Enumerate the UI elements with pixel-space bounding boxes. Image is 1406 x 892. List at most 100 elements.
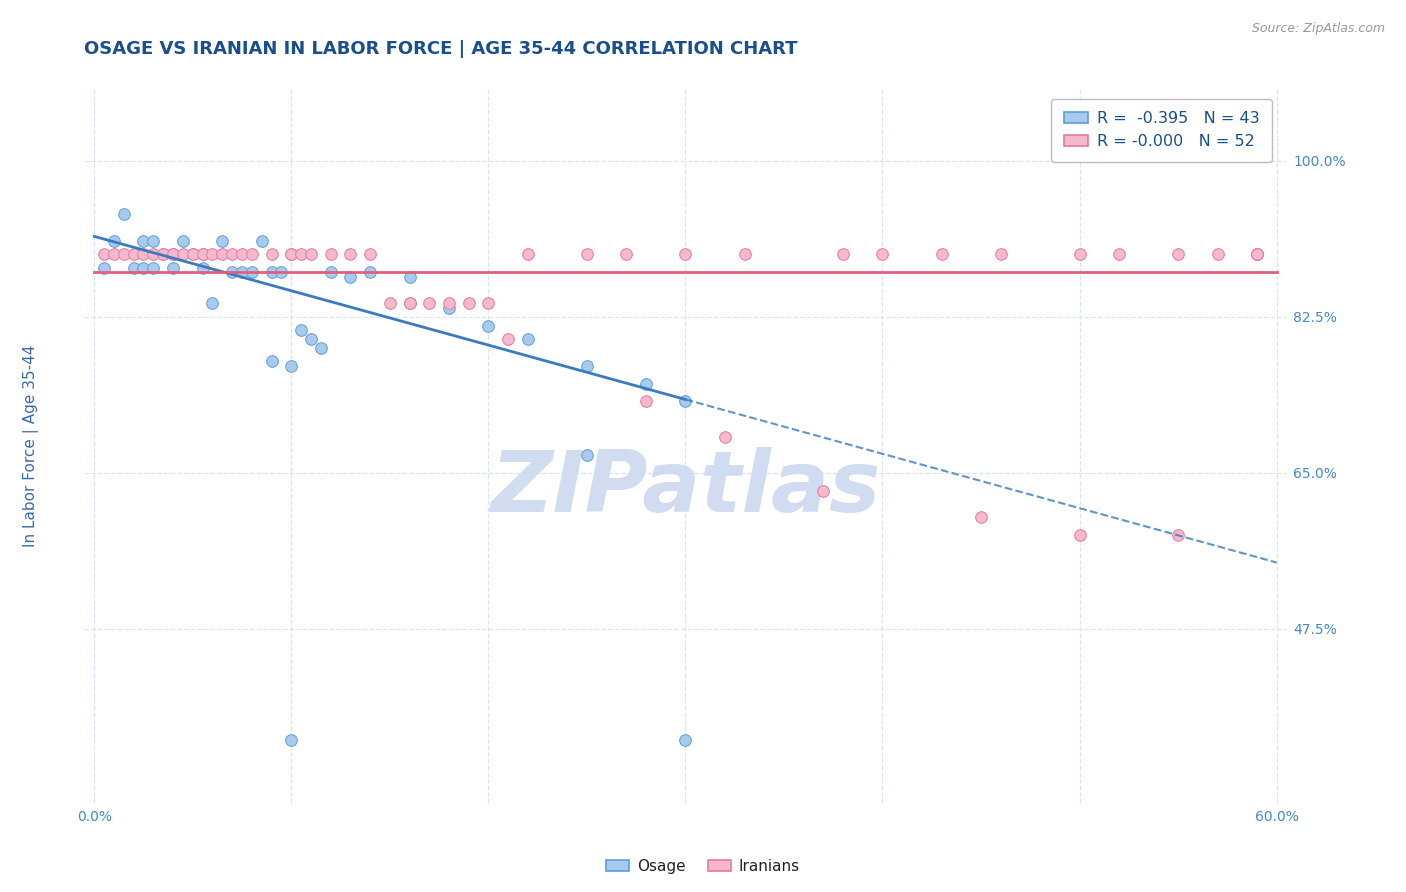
Point (93, 260, 115, 275)
Point (211, 234, 233, 248)
Point (1069, 528, 1091, 542)
Point (152, 247, 174, 261)
Text: Source: ZipAtlas.com: Source: ZipAtlas.com (1251, 22, 1385, 36)
Point (496, 332, 519, 346)
Point (1167, 528, 1189, 542)
Point (201, 247, 224, 261)
Point (634, 376, 657, 391)
Point (319, 265, 342, 279)
Point (290, 323, 312, 337)
Point (398, 269, 420, 284)
Point (359, 265, 381, 279)
Point (191, 247, 214, 261)
Point (398, 296, 420, 310)
Point (339, 247, 361, 261)
Point (1206, 247, 1229, 261)
Point (93, 247, 115, 261)
Point (250, 234, 273, 248)
Point (162, 260, 184, 275)
Point (260, 265, 283, 279)
Point (1246, 247, 1268, 261)
Point (575, 247, 598, 261)
Point (231, 265, 253, 279)
Point (970, 510, 993, 524)
Point (634, 394, 657, 409)
Point (319, 247, 342, 261)
Point (280, 247, 302, 261)
Point (516, 247, 538, 261)
Point (299, 332, 322, 346)
Point (299, 247, 322, 261)
Text: OSAGE VS IRANIAN IN LABOR FORCE | AGE 35-44 CORRELATION CHART: OSAGE VS IRANIAN IN LABOR FORCE | AGE 35… (84, 40, 797, 58)
Point (172, 247, 194, 261)
Point (418, 296, 440, 310)
Point (457, 296, 479, 310)
Point (181, 247, 204, 261)
Point (675, 733, 697, 747)
Point (398, 296, 420, 310)
Point (152, 247, 174, 261)
Point (1167, 247, 1189, 261)
Point (181, 247, 204, 261)
Text: ZIPatlas: ZIPatlas (491, 447, 880, 531)
Point (172, 234, 194, 248)
Point (260, 354, 283, 368)
Point (231, 247, 253, 261)
Point (575, 359, 598, 373)
Point (675, 247, 697, 261)
Point (1246, 247, 1268, 261)
Point (142, 260, 165, 275)
Point (162, 247, 184, 261)
Point (437, 296, 460, 310)
Point (132, 260, 155, 275)
Point (1069, 247, 1091, 261)
Legend: R =  -0.395   N = 43, R = -0.000   N = 52: R = -0.395 N = 43, R = -0.000 N = 52 (1050, 99, 1272, 162)
Point (437, 301, 460, 315)
Point (211, 247, 233, 261)
Point (378, 296, 401, 310)
Point (734, 247, 756, 261)
Point (201, 296, 224, 310)
Point (1108, 247, 1130, 261)
Point (309, 341, 332, 355)
Point (112, 247, 135, 261)
Point (813, 483, 835, 498)
Point (280, 733, 302, 747)
Point (142, 234, 165, 248)
Point (240, 247, 263, 261)
Point (270, 265, 292, 279)
Point (260, 247, 283, 261)
Point (103, 247, 125, 261)
Point (714, 430, 737, 444)
Point (931, 247, 953, 261)
Point (142, 247, 165, 261)
Point (122, 260, 145, 275)
Point (122, 247, 145, 261)
Legend: Osage, Iranians: Osage, Iranians (600, 853, 806, 880)
Point (575, 448, 598, 462)
Text: In Labor Force | Age 35-44: In Labor Force | Age 35-44 (22, 345, 39, 547)
Point (280, 247, 302, 261)
Point (290, 247, 312, 261)
Point (221, 247, 243, 261)
Point (614, 247, 637, 261)
Point (832, 247, 855, 261)
Point (516, 332, 538, 346)
Point (103, 234, 125, 248)
Point (280, 359, 302, 373)
Point (132, 234, 155, 248)
Point (359, 247, 381, 261)
Point (112, 207, 135, 221)
Point (477, 318, 499, 333)
Point (162, 247, 184, 261)
Point (872, 247, 894, 261)
Point (675, 394, 697, 409)
Point (132, 247, 155, 261)
Point (339, 269, 361, 284)
Point (191, 247, 214, 261)
Point (221, 265, 243, 279)
Point (191, 260, 214, 275)
Point (990, 247, 1012, 261)
Point (240, 265, 263, 279)
Point (477, 296, 499, 310)
